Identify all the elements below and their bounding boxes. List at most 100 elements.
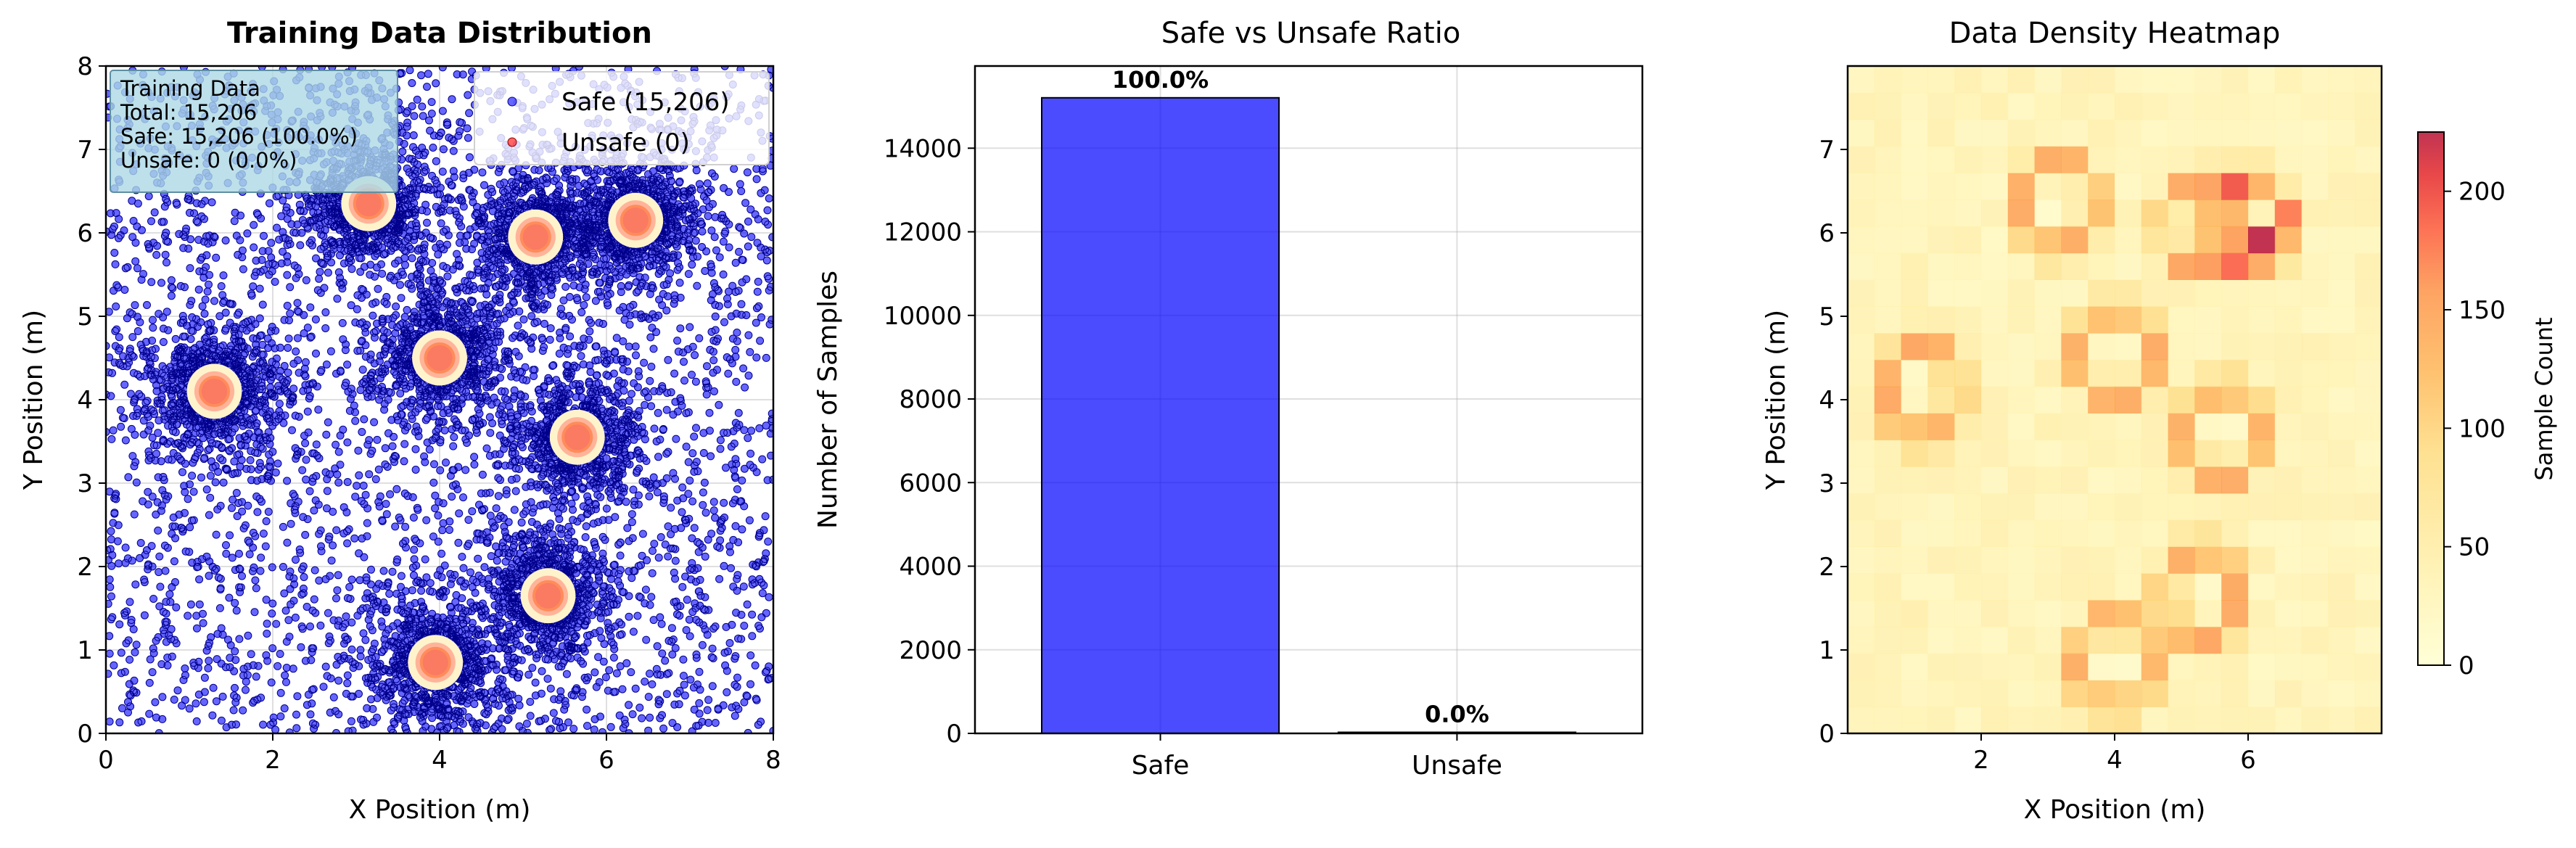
heatmap-cell xyxy=(2248,573,2276,601)
heatmap-cell xyxy=(2141,199,2169,227)
heatmap-cell xyxy=(2355,440,2382,467)
heatmap-cell xyxy=(2301,653,2329,680)
heatmap-cell xyxy=(2115,519,2142,547)
heatmap-cell xyxy=(2301,440,2329,467)
heatmap-cell xyxy=(2221,519,2249,547)
heatmap-cell xyxy=(2141,707,2169,734)
heatmap-cell xyxy=(2301,573,2329,601)
heatmap-cell xyxy=(2221,680,2249,707)
heatmap-cell xyxy=(1981,600,2009,627)
heatmap-cell xyxy=(2328,119,2355,147)
heatmap-cell xyxy=(1954,600,1982,627)
scatter-tick-label-y: 6 xyxy=(77,219,93,248)
heatmap-cell xyxy=(1954,66,1982,94)
heatmap-cell xyxy=(1848,519,1875,547)
heatmap-cell xyxy=(2328,546,2355,574)
heatmap-cell xyxy=(1927,279,1955,307)
heatmap-cell xyxy=(1954,413,1982,440)
heatmap-cell xyxy=(2061,546,2089,574)
heatmap-cell xyxy=(2168,66,2195,94)
heatmap-cell xyxy=(2328,573,2355,601)
heatmap-tick-label-x: 4 xyxy=(2107,746,2123,775)
heatmap-cell xyxy=(2061,573,2089,601)
heatmap-cell xyxy=(2274,680,2303,707)
heatmap-cell xyxy=(1901,653,1928,680)
heatmap-cell xyxy=(2034,333,2062,361)
heatmap-cell xyxy=(1874,173,1902,200)
heatmap-cell xyxy=(2274,279,2303,307)
heatmap-cell xyxy=(2088,333,2115,361)
heatmap-cell xyxy=(1848,252,1875,280)
heatmap-cell xyxy=(2168,226,2195,254)
heatmap-cell xyxy=(2007,226,2036,254)
scatter-tick-label-y: 0 xyxy=(77,720,93,749)
heatmap-cell xyxy=(1927,413,1955,440)
heatmap-cell xyxy=(2355,199,2382,227)
heatmap-cell xyxy=(2194,146,2222,173)
heatmap-cell xyxy=(1927,386,1955,413)
heatmap-cell xyxy=(2328,707,2355,734)
heatmap-cell xyxy=(2115,66,2142,94)
obstacle-core xyxy=(532,580,564,612)
heatmap-cell xyxy=(2221,252,2249,280)
heatmap-cell xyxy=(1927,66,1955,94)
heatmap-cell xyxy=(2274,306,2303,334)
heatmap-cell xyxy=(1927,92,1955,120)
heatmap-cell xyxy=(1874,680,1902,707)
heatmap-cell xyxy=(2088,546,2115,574)
heatmap-cell xyxy=(2248,519,2276,547)
heatmap-cell xyxy=(2061,386,2089,413)
heatmap-cell xyxy=(2301,359,2329,387)
heatmap-cell xyxy=(1954,119,1982,147)
heatmap-cell xyxy=(1954,626,1982,654)
scatter-title: Training Data Distribution xyxy=(227,17,652,50)
heatmap-cell xyxy=(2088,279,2115,307)
bar-safe xyxy=(1041,96,1280,735)
heatmap-cell xyxy=(1848,466,1875,494)
heatmap-cell xyxy=(2115,626,2142,654)
heatmap-cell xyxy=(2301,466,2329,494)
heatmap-cell xyxy=(2221,92,2249,120)
heatmap-cell xyxy=(2115,466,2142,494)
heatmap-cell xyxy=(2007,146,2036,173)
heatmap-cell xyxy=(2328,519,2355,547)
heatmap-cell xyxy=(2061,146,2089,173)
heatmap-cell xyxy=(2221,306,2249,334)
scatter-ylabel: Y Position (m) xyxy=(19,310,49,490)
heatmap-cell xyxy=(2088,146,2115,173)
heatmap-cell xyxy=(2328,653,2355,680)
heatmap-cell xyxy=(2221,359,2249,387)
heatmap-cell xyxy=(2301,92,2329,120)
heatmap-cell xyxy=(2061,519,2089,547)
heatmap-cell xyxy=(2061,306,2089,334)
heatmap-cell xyxy=(2061,440,2089,467)
heatmap-cell xyxy=(1981,707,2009,734)
heatmap-cell xyxy=(1981,226,2009,254)
heatmap-cell xyxy=(2061,199,2089,227)
heatmap-xlabel: X Position (m) xyxy=(2024,795,2206,825)
heatmap-cell xyxy=(2168,440,2195,467)
heatmap-cell xyxy=(2274,252,2303,280)
heatmap-cell xyxy=(2115,119,2142,147)
heatmap-cell xyxy=(2061,493,2089,521)
heatmap-cell xyxy=(2355,519,2382,547)
heatmap-cell xyxy=(1954,573,1982,601)
heatmap-tick-label-y: 5 xyxy=(1819,302,1835,332)
heatmap-cell xyxy=(2168,626,2195,654)
heatmap-cell xyxy=(2088,600,2115,627)
heatmap-cell xyxy=(1954,306,1982,334)
heatmap-cell xyxy=(2088,653,2115,680)
heatmap-cell xyxy=(2248,680,2276,707)
heatmap-cell xyxy=(2115,413,2142,440)
heatmap-cell xyxy=(2274,493,2303,521)
scatter-legend: Safe (15,206) Unsafe (0) xyxy=(474,71,770,165)
heatmap-cell xyxy=(1848,173,1875,200)
bar-category-label: Safe xyxy=(1132,751,1190,781)
heatmap-cell xyxy=(2221,66,2249,94)
heatmap-cell xyxy=(1981,199,2009,227)
heatmap-cell xyxy=(1848,92,1875,120)
heatmap-cell xyxy=(2328,413,2355,440)
bar-chart: Safe vs Unsafe Ratio 100.0% 0.0% 0 2000 400… xyxy=(813,17,1644,781)
heatmap-cell xyxy=(1848,146,1875,173)
heatmap-cell xyxy=(2274,600,2303,627)
